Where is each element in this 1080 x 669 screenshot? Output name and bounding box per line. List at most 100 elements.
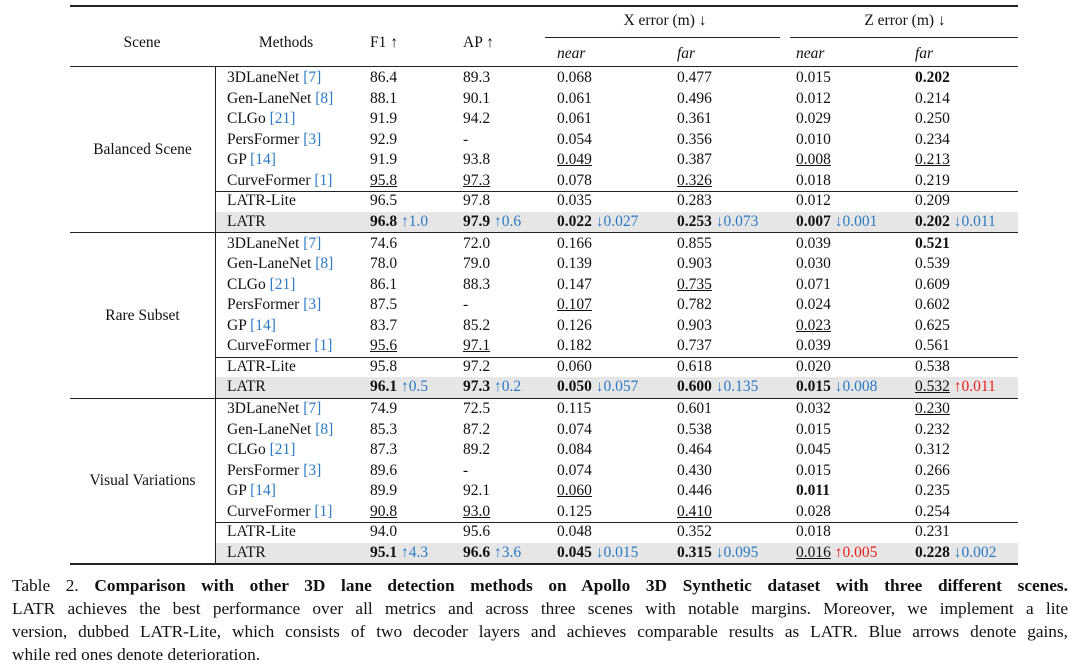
value: 0.521 [915,234,950,252]
value: 0.054 [557,130,592,148]
value-cell: 0.782 [677,295,712,315]
value-cell: 0.253 ↓0.073 [677,212,758,232]
value: 0.078 [557,171,592,189]
value: 0.071 [796,275,831,293]
scene-label: Visual Variations [89,472,196,489]
method-name: LATR [227,543,266,561]
value: 97.2 [463,357,491,375]
value: 0.015 [796,420,831,438]
value-cell: 0.029 [796,109,831,129]
value: 97.3 [463,378,491,395]
rule [215,522,1018,523]
value-cell: 0.356 [677,130,712,150]
value-cell: 95.8 [370,357,397,377]
value-cell: 0.125 [557,502,592,522]
value-cell: 87.2 [463,420,490,440]
value-cell: 0.561 [915,336,950,356]
delta: ↓0.057 [595,378,639,395]
value: 0.361 [677,110,712,127]
caption-title: Comparison with other 3D lane detection … [94,576,1068,595]
value-cell: 85.2 [463,316,490,336]
value: 0.735 [677,275,712,293]
delta: ↓0.027 [595,212,639,230]
value-cell: 97.1 [463,336,490,356]
method-cell: LATR [227,377,266,397]
method-cell: 3DLaneNet [7] [227,68,321,88]
value-cell: 78.0 [370,254,397,274]
highlight-row [215,542,1018,563]
value: 72.5 [463,400,491,417]
value: 95.8 [370,171,398,189]
method-name: LATR [227,212,266,230]
value-cell: 0.735 [677,275,712,295]
method-name: CurveFormer [227,171,311,189]
header-cell: Scene [123,34,161,51]
value: 0.125 [557,502,592,520]
value-cell: 0.903 [677,254,712,274]
citation: [7] [303,69,322,86]
value: 0.219 [915,171,950,189]
citation: [3] [303,296,322,313]
value: 0.625 [915,316,950,334]
citation: [21] [269,110,296,127]
value-cell: 0.230 [915,399,950,419]
delta: ↑0.5 [401,378,429,395]
value: 0.166 [557,234,592,252]
value: 0.012 [796,89,831,107]
value: 0.532 [915,378,950,395]
value-cell: 0.030 [796,254,831,274]
value-cell: 0.266 [915,461,950,481]
value-cell: 0.078 [557,171,592,191]
value: 95.6 [463,523,491,540]
scene-label: Balanced Scene [93,141,192,158]
method-cell: CLGo [21] [227,275,295,295]
value: 92.9 [370,130,398,148]
value-cell: 0.016 ↑0.005 [796,543,877,563]
value: 95.1 [370,543,398,561]
value: 0.464 [677,441,712,458]
value: 0.018 [796,171,831,189]
value: 0.230 [915,400,950,417]
value: 0.356 [677,130,712,148]
value-cell: 0.446 [677,481,712,501]
value: 97.1 [463,337,491,354]
method-cell: CLGo [21] [227,109,295,129]
value-cell: 0.410 [677,502,712,522]
citation: [8] [315,255,334,272]
value-cell: 72.5 [463,399,490,419]
value: 0.352 [677,523,712,540]
value-cell: 97.3 ↑0.2 [463,377,521,397]
value: 0.477 [677,69,712,86]
value-cell: 0.050 ↓0.057 [557,377,638,397]
value-cell: 0.903 [677,316,712,336]
value: 86.4 [370,69,398,86]
method-cell: Gen-LaneNet [8] [227,89,333,109]
value-cell: 0.015 ↓0.008 [796,377,877,397]
value: 0.326 [677,171,712,189]
value: 0.060 [557,357,592,375]
value: 0.235 [915,482,950,499]
value: 0.016 [796,543,831,561]
value: 95.6 [370,337,398,354]
method-cell: CurveFormer [1] [227,502,332,522]
value-cell: 91.9 [370,109,397,129]
value-cell: 0.012 [796,89,831,109]
value: 0.903 [677,255,712,272]
method-cell: GP [14] [227,481,276,501]
value-cell: 72.0 [463,234,490,254]
method-cell: LATR-Lite [227,191,296,211]
method-name: LATR-Lite [227,357,296,375]
header-cell: Methods [258,34,314,51]
value-cell: 87.3 [370,440,397,460]
method-name: Gen-LaneNet [227,420,312,438]
value: 0.430 [677,461,712,479]
method-name: 3DLaneNet [227,234,300,252]
value: 0.496 [677,89,712,107]
value-cell: 89.9 [370,481,397,501]
method-cell: 3DLaneNet [7] [227,234,321,254]
value-cell: 97.8 [463,191,490,211]
value-cell: 0.213 [915,150,950,170]
value: 91.9 [370,110,398,127]
value-cell: 0.219 [915,171,950,191]
